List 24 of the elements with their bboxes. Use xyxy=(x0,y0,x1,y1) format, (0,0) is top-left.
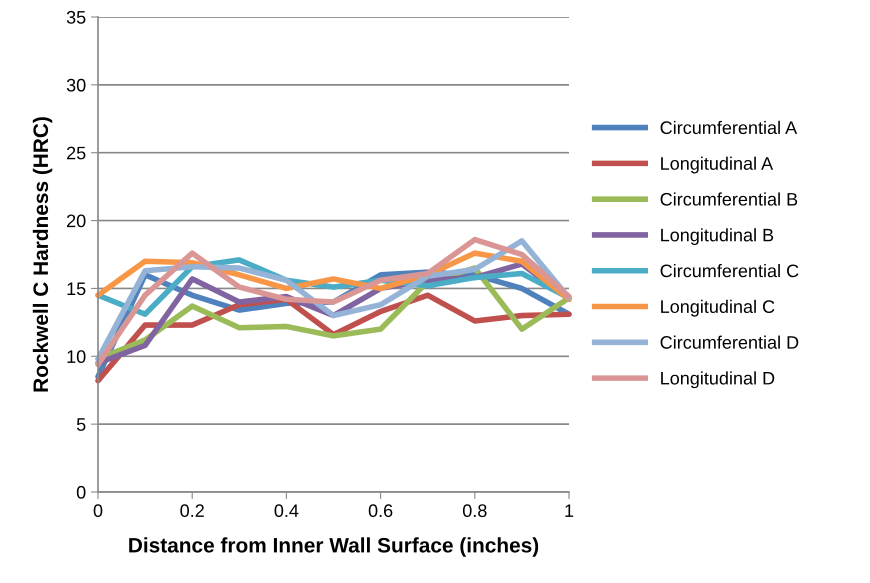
y-tick-label: 35 xyxy=(66,10,86,24)
y-tick-label: 10 xyxy=(67,350,86,364)
legend-label: Circumferential C xyxy=(660,264,798,278)
x-tick-label: 0.6 xyxy=(368,504,392,518)
x-tick-label: 0.8 xyxy=(462,504,487,518)
x-axis-title: Distance from Inner Wall Surface (inches) xyxy=(129,537,538,557)
x-tick-label: 1 xyxy=(565,504,574,517)
y-axis-title: Rockwell C Hardness (HRC) xyxy=(32,117,52,392)
y-tick-label: 15 xyxy=(67,282,86,296)
x-tick-label: 0.4 xyxy=(274,504,298,518)
legend-label: Longitudinal D xyxy=(661,371,774,388)
x-tick-label: 0 xyxy=(94,504,102,518)
legend-label: Circumferential A xyxy=(660,120,798,134)
legend-label: Longitudinal A xyxy=(661,156,774,174)
legend-label: Longitudinal C xyxy=(661,300,774,317)
y-tick-label: 0 xyxy=(76,486,86,499)
y-tick-label: 25 xyxy=(67,146,86,160)
y-tick-label: 5 xyxy=(76,418,86,431)
x-tick-label: 0.2 xyxy=(180,504,204,518)
legend-label: Circumferential B xyxy=(660,192,798,206)
y-tick-label: 30 xyxy=(66,78,86,92)
legend-label: Longitudinal B xyxy=(661,228,774,246)
y-tick-label: 20 xyxy=(67,214,86,228)
legend-label: Circumferential D xyxy=(660,336,798,349)
